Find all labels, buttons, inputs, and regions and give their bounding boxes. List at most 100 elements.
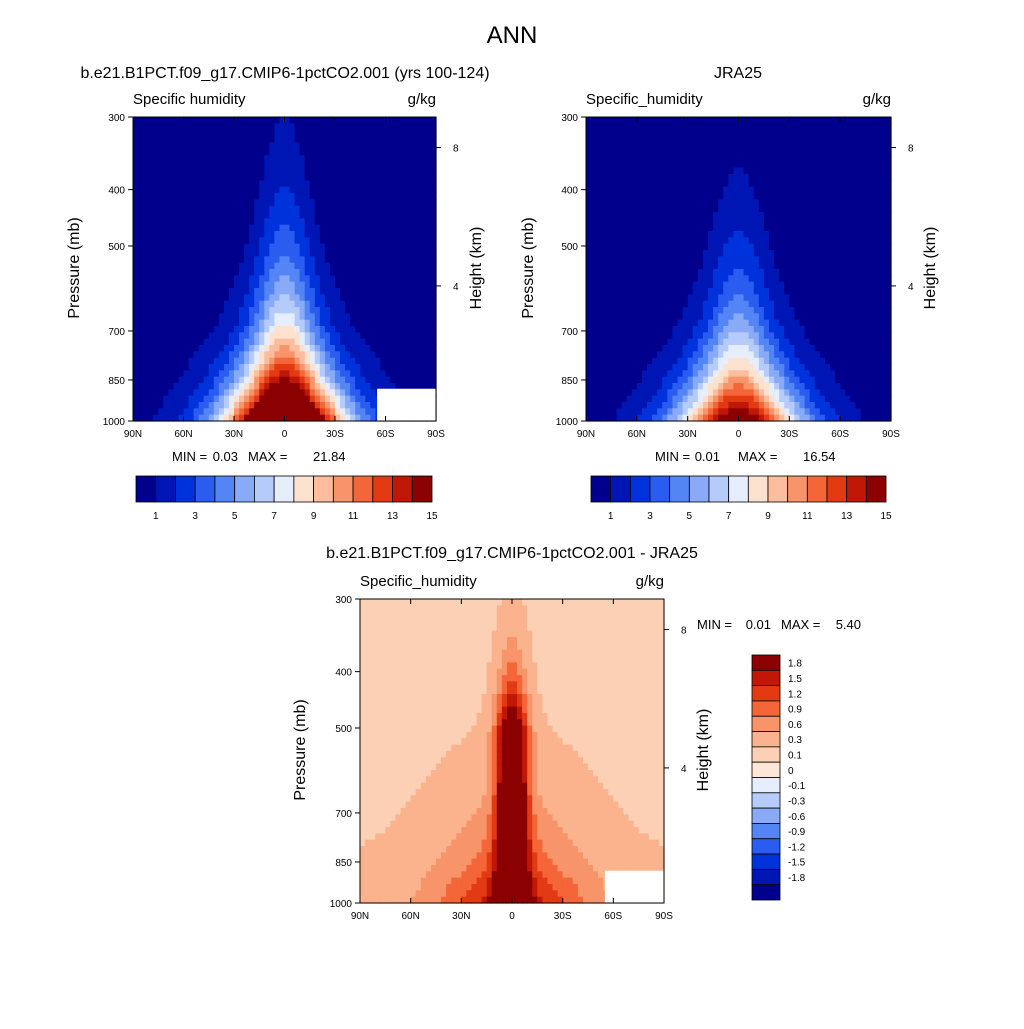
contour-cell	[769, 389, 775, 396]
contour-cell	[749, 237, 755, 244]
contour-cell	[662, 377, 668, 384]
contour-cell	[678, 130, 684, 137]
contour-cell	[647, 282, 653, 289]
contour-cell	[254, 370, 260, 377]
contour-cell	[158, 193, 164, 200]
contour-cell	[365, 370, 371, 377]
contour-cell	[355, 408, 361, 415]
contour-cell	[214, 370, 220, 377]
contour-cell	[708, 130, 714, 137]
contour-cell	[340, 307, 346, 314]
contour-cell	[416, 275, 422, 282]
contour-cell	[214, 123, 220, 130]
contour-cell	[657, 193, 663, 200]
contour-cell	[204, 351, 210, 358]
contour-cell	[249, 332, 255, 339]
contour-cell	[421, 149, 427, 156]
contour-cell	[703, 130, 709, 137]
contour-cell	[606, 155, 612, 162]
contour-cell	[209, 149, 215, 156]
contour-cell	[184, 250, 190, 257]
contour-cell	[290, 402, 296, 409]
contour-cell	[194, 199, 200, 206]
contour-cell	[138, 294, 144, 301]
contour-cell	[774, 231, 780, 238]
contour-cell	[779, 231, 785, 238]
contour-cell	[672, 402, 678, 409]
contour-cell	[153, 250, 159, 257]
contour-cell	[219, 351, 225, 358]
contour-cell	[168, 244, 174, 251]
contour-cell	[723, 364, 729, 371]
contour-cell	[698, 180, 704, 187]
contour-cell	[416, 225, 422, 232]
contour-cell	[178, 168, 184, 175]
contour-cell	[622, 396, 628, 403]
contour-cell	[698, 123, 704, 130]
contour-cell	[153, 161, 159, 168]
contour-cell	[401, 358, 407, 365]
contour-cell	[657, 117, 663, 124]
contour-cell	[285, 263, 291, 270]
contour-cell	[784, 123, 790, 130]
contour-cell	[219, 225, 225, 232]
contour-cell	[754, 370, 760, 377]
contour-cell	[749, 408, 755, 415]
contour-cell	[194, 187, 200, 194]
contour-cell	[254, 174, 260, 181]
contour-cell	[148, 320, 154, 327]
contour-cell	[396, 288, 402, 295]
contour-cell	[184, 402, 190, 409]
contour-cell	[759, 370, 765, 377]
contour-cell	[285, 123, 291, 130]
contour-cell	[285, 275, 291, 282]
contour-cell	[703, 269, 709, 276]
contour-cell	[279, 345, 285, 352]
contour-cell	[391, 326, 397, 333]
contour-cell	[601, 136, 607, 143]
contour-cell	[622, 339, 628, 346]
contour-cell	[365, 389, 371, 396]
contour-cell	[178, 263, 184, 270]
contour-cell	[264, 370, 270, 377]
contour-cell	[652, 332, 658, 339]
contour-cell	[693, 212, 699, 219]
contour-cell	[143, 358, 149, 365]
contour-cell	[769, 212, 775, 219]
contour-cell	[254, 307, 260, 314]
contour-cell	[672, 307, 678, 314]
contour-cell	[754, 193, 760, 200]
contour-cell	[204, 168, 210, 175]
contour-cell	[739, 130, 745, 137]
contour-cell	[214, 237, 220, 244]
contour-cell	[335, 301, 341, 308]
contour-cell	[591, 307, 597, 314]
contour-cell	[637, 294, 643, 301]
contour-cell	[330, 263, 336, 270]
contour-cell	[784, 408, 790, 415]
contour-cell	[728, 161, 734, 168]
contour-cell	[794, 269, 800, 276]
contour-cell	[606, 250, 612, 257]
contour-cell	[789, 383, 795, 390]
contour-cell	[143, 370, 149, 377]
contour-cell	[325, 294, 331, 301]
contour-cell	[173, 408, 179, 415]
contour-cell	[315, 294, 321, 301]
contour-cell	[426, 136, 432, 143]
contour-cell	[315, 288, 321, 295]
contour-cell	[401, 301, 407, 308]
contour-cell	[214, 396, 220, 403]
contour-cell	[285, 339, 291, 346]
contour-cell	[290, 294, 296, 301]
contour-cell	[647, 364, 653, 371]
contour-cell	[657, 320, 663, 327]
contour-cell	[259, 275, 265, 282]
contour-cell	[657, 142, 663, 149]
contour-cell	[133, 377, 139, 384]
contour-cell	[158, 364, 164, 371]
contour-cell	[259, 123, 265, 130]
contour-cell	[350, 275, 356, 282]
contour-cell	[158, 307, 164, 314]
contour-cell	[244, 168, 250, 175]
